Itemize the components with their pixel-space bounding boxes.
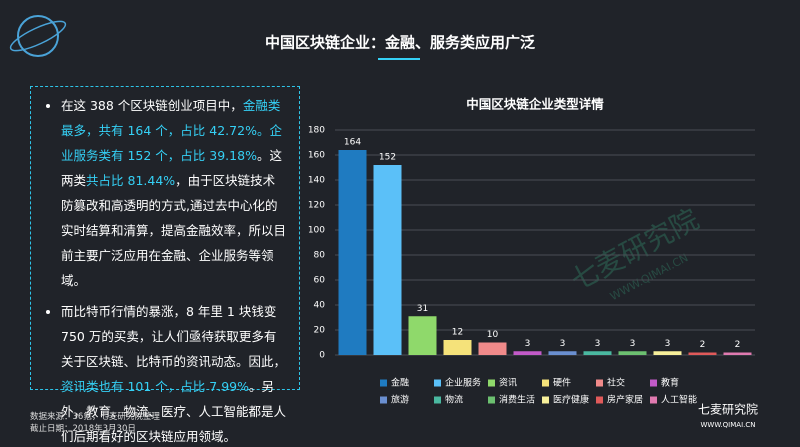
bar bbox=[548, 351, 577, 355]
bullet: 而比特币行情的暴涨，8 年里 1 块钱变 750 万的买卖，让人们亟待获取更多有… bbox=[61, 299, 287, 447]
value-label: 3 bbox=[665, 339, 671, 349]
slide-title: 中国区块链企业：金融、服务类应用广泛 bbox=[265, 34, 535, 52]
legend-label: 资讯 bbox=[499, 378, 517, 389]
legend-swatch bbox=[380, 396, 387, 404]
value-label: 3 bbox=[630, 339, 636, 349]
legend-swatch bbox=[650, 396, 657, 404]
value-label: 3 bbox=[525, 339, 531, 349]
value-label: 10 bbox=[487, 330, 499, 340]
bar bbox=[513, 351, 542, 355]
value-label: 152 bbox=[379, 153, 396, 163]
bullet-text: 金融类最多，共有 164 个，占比 42.72%。企业服务类有 152 个，占比… bbox=[61, 98, 282, 163]
watermark: 七麦研究院 WWW.QIMAI.CN bbox=[565, 202, 704, 303]
legend-swatch bbox=[434, 396, 441, 404]
legend-label: 医疗健康 bbox=[553, 394, 589, 406]
bullet-list: 在这 388 个区块链创业项目中，金融类最多，共有 164 个，占比 42.72… bbox=[43, 93, 287, 447]
logo-url: WWW.QIMAI.CN bbox=[700, 421, 755, 429]
bar bbox=[688, 352, 717, 355]
bullet-text: 在这 388 个区块链创业项目中， bbox=[61, 98, 243, 113]
bar bbox=[478, 342, 507, 355]
y-tick-label: 180 bbox=[308, 126, 325, 136]
bar bbox=[618, 351, 647, 355]
bar bbox=[408, 316, 437, 355]
date: 截止日期：2018年3月30日 bbox=[30, 424, 136, 434]
value-label: 2 bbox=[735, 340, 741, 350]
value-label: 31 bbox=[417, 304, 428, 314]
legend-label: 旅游 bbox=[391, 394, 409, 406]
bullet: 在这 388 个区块链创业项目中，金融类最多，共有 164 个，占比 42.72… bbox=[61, 93, 287, 293]
legend-label: 教育 bbox=[661, 377, 679, 389]
planet-ring bbox=[9, 20, 67, 52]
bullet-text: 。这两类 bbox=[61, 148, 282, 188]
bullet-text: 资讯类也有 101 个，占比 7.99% bbox=[61, 379, 249, 394]
chart-title: 中国区块链企业类型详情 bbox=[466, 97, 604, 112]
legend-swatch bbox=[596, 379, 603, 387]
legend-label: 物流 bbox=[445, 394, 463, 406]
bullet-text: 。另外，教育、物流、医疗、人工智能都是人们后期看好的区块链应用领域。 bbox=[61, 379, 287, 444]
bar bbox=[443, 340, 472, 355]
legend-label: 企业服务 bbox=[445, 377, 481, 389]
bullet-text: ，由于区块链技术防篡改和高透明的方式,通过去中心化的实时结算和清算，提高金融效率… bbox=[61, 173, 287, 288]
legend-label: 硬件 bbox=[553, 377, 571, 389]
legend-label: 金融 bbox=[391, 377, 409, 389]
y-tick-label: 0 bbox=[319, 351, 325, 361]
planet-icon bbox=[17, 15, 59, 57]
legend-swatch bbox=[380, 379, 387, 387]
bar bbox=[338, 150, 367, 355]
value-label: 3 bbox=[560, 339, 566, 349]
bar bbox=[653, 351, 682, 355]
y-tick-label: 80 bbox=[314, 251, 326, 261]
legend-swatch bbox=[542, 396, 549, 404]
y-tick-label: 100 bbox=[308, 226, 325, 236]
legend-swatch bbox=[542, 379, 549, 387]
value-label: 3 bbox=[595, 339, 601, 349]
y-tick-label: 40 bbox=[314, 301, 326, 311]
bullet-text: 共占比 81.44% bbox=[86, 173, 176, 188]
y-tick-label: 160 bbox=[308, 151, 325, 161]
value-label: 2 bbox=[700, 340, 706, 350]
legend-swatch bbox=[650, 379, 657, 387]
y-tick-label: 140 bbox=[308, 176, 325, 186]
y-tick-label: 60 bbox=[314, 276, 326, 286]
legend-swatch bbox=[488, 396, 495, 404]
legend-swatch bbox=[488, 379, 495, 387]
legend-label: 消费生活 bbox=[499, 394, 535, 406]
logo: 七麦研究院 bbox=[698, 402, 758, 417]
legend-label: 房产家居 bbox=[607, 394, 643, 406]
bar bbox=[723, 352, 752, 355]
legend-swatch bbox=[434, 379, 441, 387]
bar bbox=[583, 351, 612, 355]
y-tick-label: 120 bbox=[308, 201, 325, 211]
value-label: 164 bbox=[344, 138, 361, 148]
legend-label: 社交 bbox=[607, 377, 625, 389]
y-tick-label: 20 bbox=[314, 326, 326, 336]
value-label: 12 bbox=[452, 328, 463, 338]
bar bbox=[373, 165, 402, 355]
legend-swatch bbox=[596, 396, 603, 404]
text-panel: 在这 388 个区块链创业项目中，金融类最多，共有 164 个，占比 42.72… bbox=[30, 86, 300, 444]
source: 数据来源：36氪，七麦研究院整理 bbox=[30, 412, 160, 422]
legend-label: 人工智能 bbox=[661, 394, 697, 406]
bullet-text: 而比特币行情的暴涨，8 年里 1 块钱变 750 万的买卖，让人们亟待获取更多有… bbox=[61, 304, 287, 369]
